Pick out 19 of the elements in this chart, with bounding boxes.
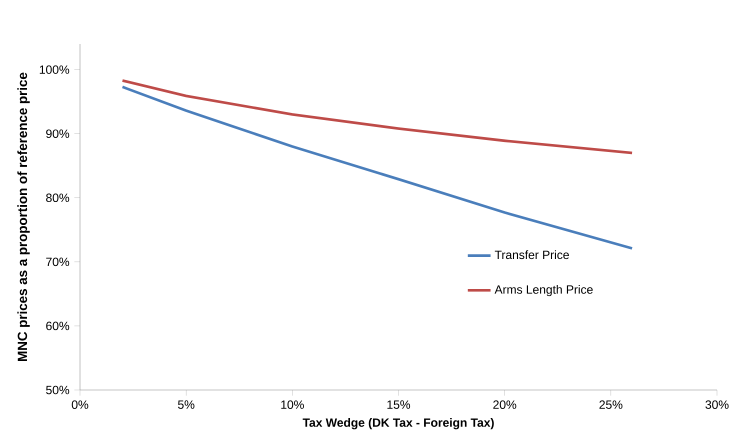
x-axis-title: Tax Wedge (DK Tax - Foreign Tax) bbox=[302, 418, 494, 430]
x-tick-label: 30% bbox=[705, 400, 729, 409]
y-tick-label: 50% bbox=[46, 386, 70, 394]
line-series bbox=[121, 86, 634, 250]
y-tick-label: 70% bbox=[46, 258, 70, 266]
y-tick-label: 90% bbox=[46, 129, 70, 138]
y-tick-label: 80% bbox=[46, 194, 70, 202]
legend-label: Arms Length Price bbox=[494, 284, 593, 296]
x-tick-label: 5% bbox=[178, 400, 194, 409]
y-tick-label: 100% bbox=[40, 65, 70, 74]
x-tick-label: 25% bbox=[599, 400, 622, 409]
y-axis-title: MNC prices as a proportion of reference price bbox=[17, 72, 30, 361]
y-tick-label: 60% bbox=[46, 322, 70, 330]
x-tick-label: 10% bbox=[281, 400, 304, 409]
legend-label: Transfer Price bbox=[494, 250, 569, 260]
x-tick-label: 20% bbox=[493, 400, 516, 409]
line-series bbox=[121, 79, 634, 154]
x-tick-label: 0% bbox=[72, 400, 88, 409]
x-tick-label: 15% bbox=[387, 400, 410, 409]
